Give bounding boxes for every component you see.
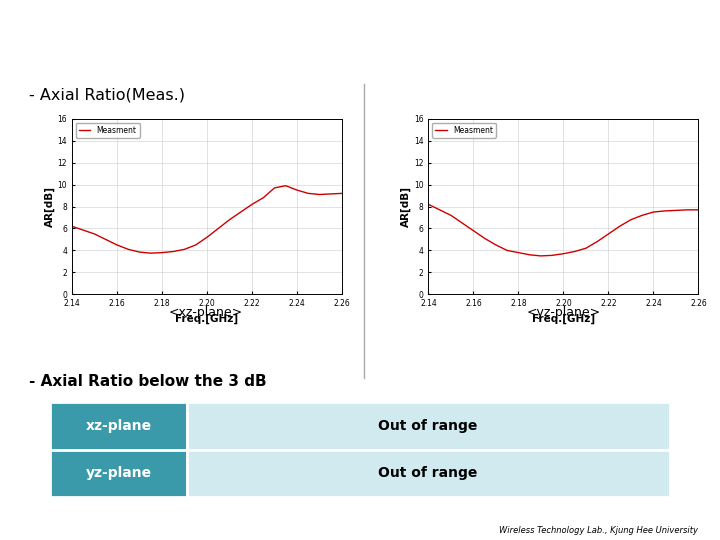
FancyBboxPatch shape xyxy=(186,449,670,497)
Y-axis label: AR[dB]: AR[dB] xyxy=(45,186,55,227)
Text: xz-plane: xz-plane xyxy=(86,419,152,433)
Text: Out of range: Out of range xyxy=(379,466,478,480)
Text: Double layer Patch antenna(3): Double layer Patch antenna(3) xyxy=(13,26,418,50)
FancyBboxPatch shape xyxy=(50,402,186,449)
Text: <xz-plane>: <xz-plane> xyxy=(168,306,242,319)
X-axis label: Freq.[GHz]: Freq.[GHz] xyxy=(176,314,238,324)
X-axis label: Freq.[GHz]: Freq.[GHz] xyxy=(532,314,595,324)
FancyBboxPatch shape xyxy=(50,449,186,497)
FancyBboxPatch shape xyxy=(186,402,670,449)
Y-axis label: AR[dB]: AR[dB] xyxy=(401,186,411,227)
Text: yz-plane: yz-plane xyxy=(86,466,152,480)
Text: Wireless Technology Lab., Kjung Hee University: Wireless Technology Lab., Kjung Hee Univ… xyxy=(500,525,698,535)
Text: - Axial Ratio below the 3 dB: - Axial Ratio below the 3 dB xyxy=(29,374,266,389)
Text: - Axial Ratio(Meas.): - Axial Ratio(Meas.) xyxy=(29,88,185,103)
Text: <yz-plane>: <yz-plane> xyxy=(527,306,600,319)
Text: Out of range: Out of range xyxy=(379,419,478,433)
Legend: Measment: Measment xyxy=(76,123,140,138)
Legend: Measment: Measment xyxy=(432,123,496,138)
